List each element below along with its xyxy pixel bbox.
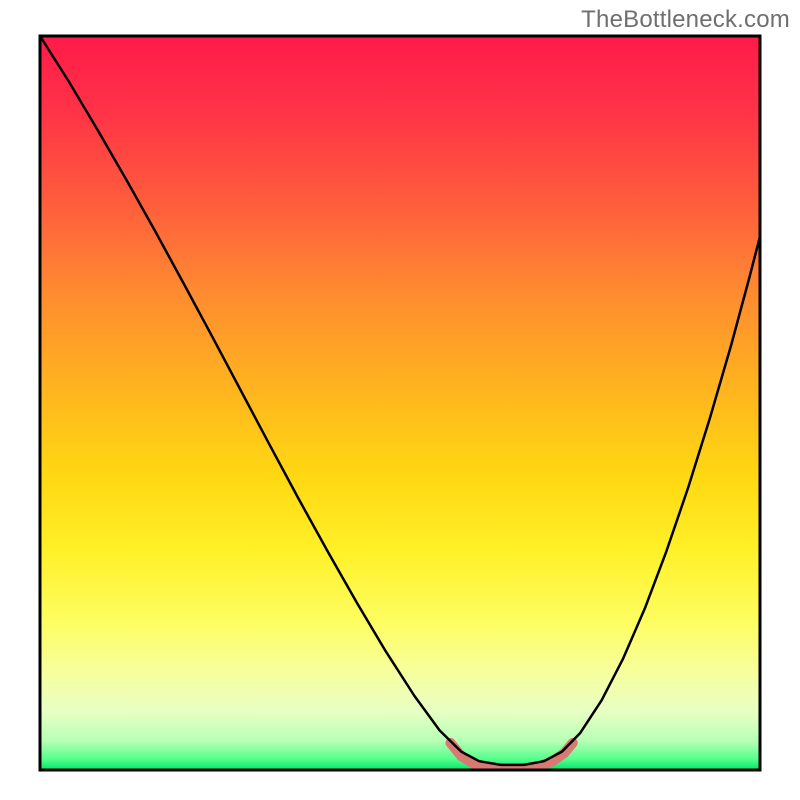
- chart-canvas: [0, 0, 800, 800]
- bottleneck-chart: TheBottleneck.com: [0, 0, 800, 800]
- background-gradient: [40, 36, 760, 770]
- watermark-text: TheBottleneck.com: [581, 6, 790, 34]
